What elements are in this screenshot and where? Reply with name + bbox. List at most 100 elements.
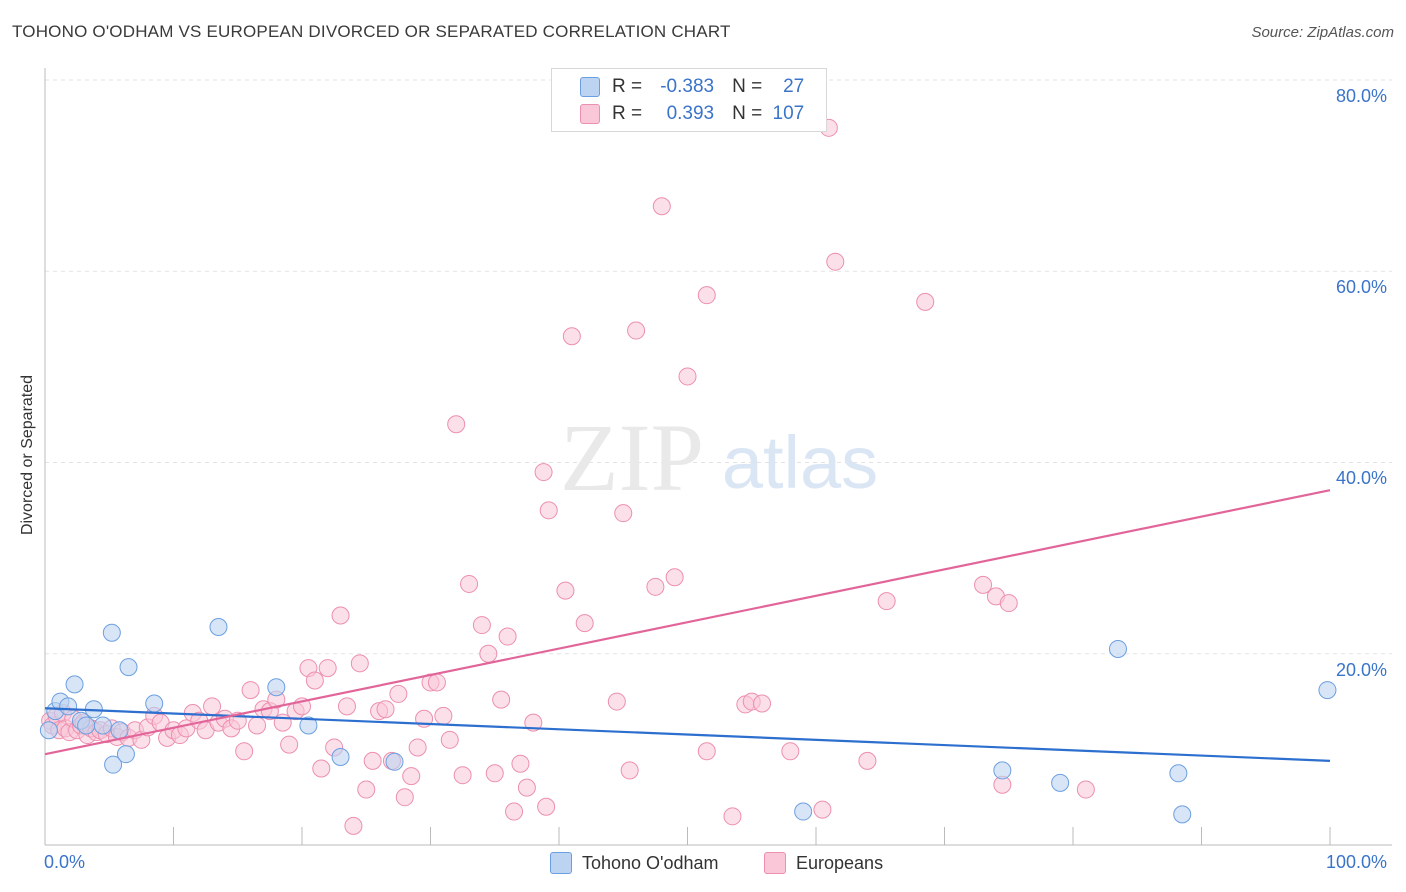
- legend-n-value: 107: [772, 103, 805, 124]
- europeans-point: [427, 673, 446, 692]
- europeans-point: [440, 730, 459, 749]
- europeans-point: [344, 816, 363, 835]
- tohono-point: [145, 694, 164, 713]
- europeans-point: [575, 614, 594, 633]
- europeans-point: [248, 716, 267, 735]
- legend-n-value: 27: [783, 76, 805, 97]
- europeans-point: [826, 252, 845, 271]
- bottom-legend-label: Tohono O'odham: [582, 852, 719, 873]
- tohono-point: [93, 716, 112, 735]
- x-axis-left-label: 0.0%: [44, 852, 86, 872]
- tohono-point: [110, 721, 129, 740]
- legend-r-value: 0.393: [666, 103, 715, 124]
- bottom-legend-tohono: Tohono O'odham: [550, 852, 719, 874]
- legend-r-label: R =: [612, 76, 643, 97]
- europeans-point: [607, 692, 626, 711]
- tohono-point: [1108, 639, 1127, 658]
- tohono-point: [385, 752, 404, 771]
- legend-row-tohono: R = -0.383 N = 27: [552, 75, 804, 99]
- europeans-point: [305, 671, 324, 690]
- tohono-point: [993, 761, 1012, 780]
- europeans-point: [858, 751, 877, 770]
- tohono-point: [267, 678, 286, 697]
- tohono-point: [794, 802, 813, 821]
- grid-lines: [45, 79, 1392, 655]
- europeans-point: [652, 197, 671, 216]
- europeans-point: [312, 759, 331, 778]
- europeans-point: [280, 735, 299, 754]
- tohono-point: [1173, 805, 1192, 824]
- europeans-point: [472, 616, 491, 635]
- europeans-point: [665, 568, 684, 587]
- europeans-point: [357, 780, 376, 799]
- watermark-zip: ZIP: [560, 404, 704, 511]
- tohono-point: [209, 617, 228, 636]
- europeans-point: [646, 577, 665, 596]
- tohono-point: [102, 623, 121, 642]
- europeans-point: [485, 764, 504, 783]
- europeans-point: [562, 327, 581, 346]
- trend-lines: [44, 489, 1331, 762]
- europeans-point: [999, 594, 1018, 613]
- watermark: ZIP atlas: [560, 404, 878, 511]
- europeans-point: [916, 292, 935, 311]
- europeans-point: [877, 592, 896, 611]
- europeans-point: [539, 501, 558, 520]
- europeans-point: [620, 761, 639, 780]
- europeans-point: [363, 751, 382, 770]
- europeans-point: [537, 797, 556, 816]
- tohono-point: [1318, 681, 1337, 700]
- europeans-point: [479, 644, 498, 663]
- europeans-point: [241, 681, 260, 700]
- watermark-atlas: atlas: [722, 421, 878, 504]
- europeans-point: [498, 627, 517, 646]
- europeans-point: [614, 504, 633, 523]
- legend-n-label: N =: [732, 103, 763, 124]
- chart-title: TOHONO O'ODHAM VS EUROPEAN DIVORCED OR S…: [12, 22, 731, 41]
- source-label: Source: ZipAtlas.com: [1251, 24, 1394, 41]
- tohono-trend-line: [44, 707, 1331, 762]
- europeans-point: [460, 574, 479, 593]
- europeans-point: [395, 788, 414, 807]
- europeans-point: [389, 684, 408, 703]
- europeans-point: [813, 800, 832, 819]
- y-tick-20: 20.0%: [1336, 660, 1388, 680]
- europeans-point: [376, 700, 395, 719]
- tohono-point: [59, 697, 78, 716]
- europeans-point: [318, 659, 337, 678]
- tohono-point: [77, 716, 96, 735]
- europeans-point: [1076, 780, 1095, 799]
- europeans-point: [534, 463, 553, 482]
- europeans-point: [556, 581, 575, 600]
- europeans-point: [723, 807, 742, 826]
- europeans-point: [627, 321, 646, 340]
- bottom-swatch-pink: [764, 852, 786, 874]
- y-tick-80: 80.0%: [1336, 86, 1388, 106]
- europeans-point: [697, 286, 716, 305]
- tohono-point: [119, 658, 138, 677]
- europeans-point: [511, 754, 530, 773]
- europeans-point: [517, 778, 536, 797]
- europeans-point: [453, 766, 472, 785]
- tohono-point: [39, 721, 58, 740]
- europeans-point: [337, 697, 356, 716]
- europeans-point: [350, 654, 369, 673]
- europeans-point: [492, 690, 511, 709]
- europeans-point: [402, 767, 421, 786]
- legend-r-label: R =: [612, 103, 643, 124]
- europeans-point: [524, 713, 543, 732]
- legend-swatch-pink: [580, 104, 600, 124]
- legend-row-europeans: R = 0.393 N = 107: [552, 102, 804, 126]
- europeans-trend-line: [44, 489, 1331, 756]
- tohono-point: [1051, 773, 1070, 792]
- axes: [44, 68, 1392, 846]
- europeans-point: [678, 367, 697, 386]
- europeans-point: [203, 697, 222, 716]
- europeans-point: [447, 415, 466, 434]
- europeans-point: [974, 575, 993, 594]
- europeans-point: [434, 706, 453, 725]
- europeans-point: [781, 742, 800, 761]
- legend-swatch-blue: [580, 77, 600, 97]
- europeans-point: [753, 694, 772, 713]
